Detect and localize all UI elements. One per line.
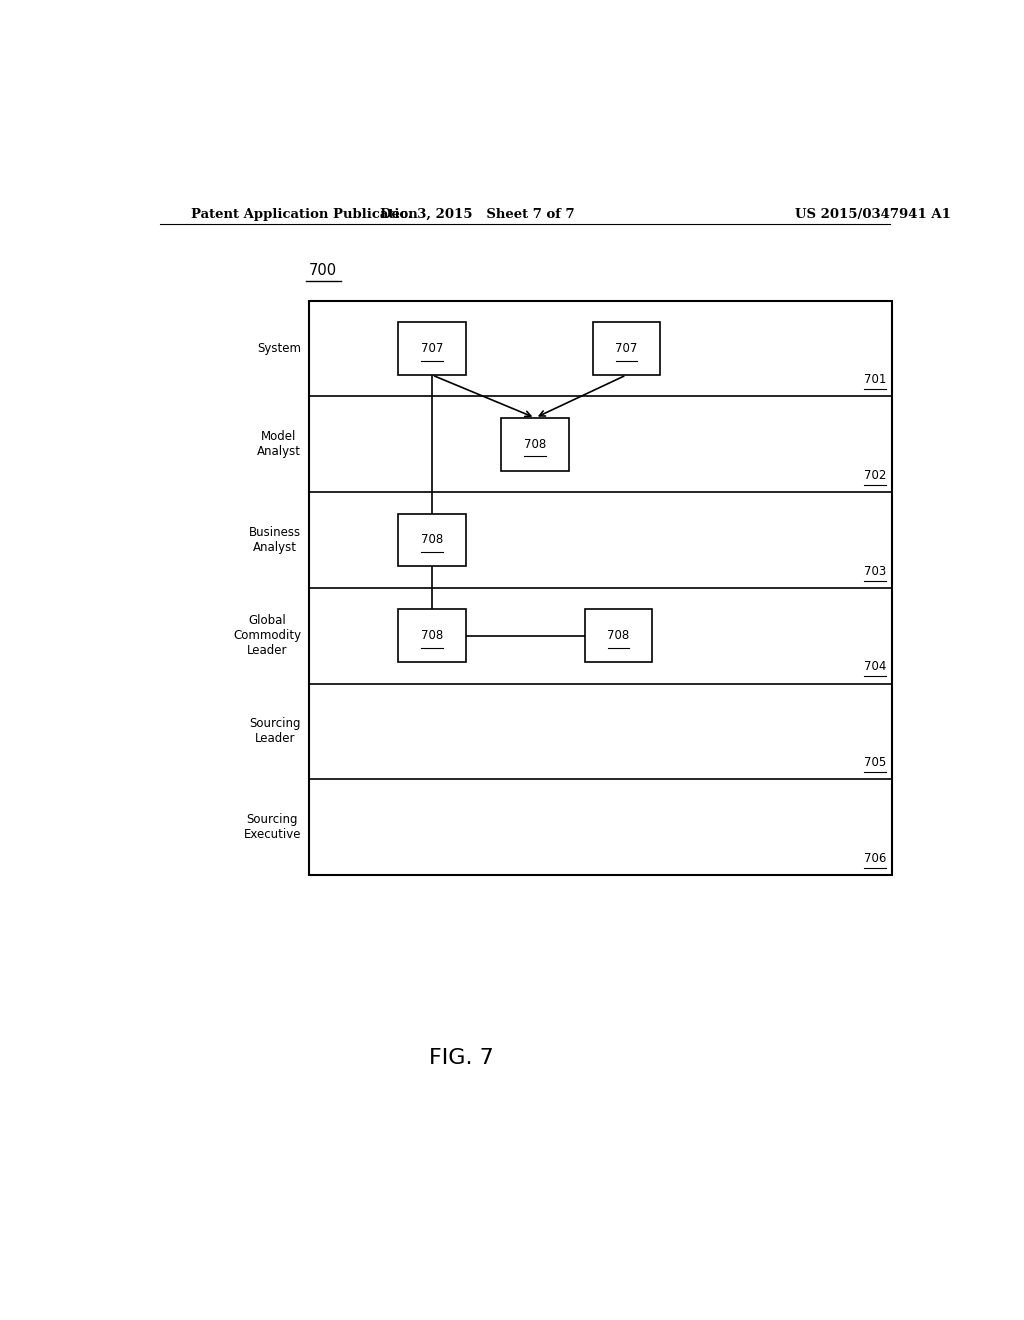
Text: Business
Analyst: Business Analyst: [249, 525, 301, 554]
Text: FIG. 7: FIG. 7: [429, 1048, 494, 1068]
Text: 702: 702: [863, 469, 886, 482]
Text: 705: 705: [863, 756, 886, 770]
Text: 704: 704: [863, 660, 886, 673]
Text: System: System: [257, 342, 301, 355]
Text: Patent Application Publication: Patent Application Publication: [191, 207, 418, 220]
Bar: [309, 301, 892, 875]
Text: 701: 701: [863, 374, 886, 387]
Bar: [398, 513, 466, 566]
Text: Sourcing
Leader: Sourcing Leader: [250, 717, 301, 746]
Bar: [398, 322, 466, 375]
Bar: [398, 610, 466, 663]
Text: 700: 700: [309, 263, 337, 279]
Text: Model
Analyst: Model Analyst: [257, 430, 301, 458]
Text: 708: 708: [607, 630, 630, 643]
Text: 707: 707: [615, 342, 638, 355]
Text: US 2015/0347941 A1: US 2015/0347941 A1: [795, 207, 950, 220]
Text: 708: 708: [524, 438, 546, 450]
Text: 708: 708: [421, 533, 443, 546]
Text: Dec. 3, 2015   Sheet 7 of 7: Dec. 3, 2015 Sheet 7 of 7: [380, 207, 574, 220]
Text: 703: 703: [863, 565, 886, 578]
Text: Global
Commodity
Leader: Global Commodity Leader: [232, 614, 301, 657]
Text: 706: 706: [863, 851, 886, 865]
Text: 708: 708: [421, 630, 443, 643]
Text: Sourcing
Executive: Sourcing Executive: [244, 813, 301, 841]
Bar: [502, 418, 569, 471]
Text: 707: 707: [421, 342, 443, 355]
Bar: [585, 610, 652, 663]
Bar: [593, 322, 660, 375]
